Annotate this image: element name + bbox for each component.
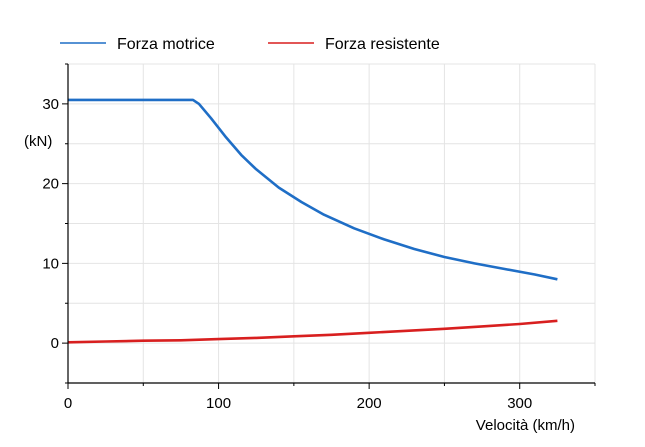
y-axis-title: (kN) [24, 133, 52, 150]
series-line-1 [68, 98, 558, 281]
legend-label-1: Forza motrice [117, 36, 215, 53]
y-tick-label: 0 [51, 335, 59, 352]
y-tick-label: 30 [42, 96, 59, 113]
legend: Forza motrice Forza resistente [60, 36, 440, 53]
legend-label-2: Forza resistente [325, 36, 440, 53]
x-tick-label: 100 [206, 395, 231, 412]
x-tick-label: 200 [357, 395, 382, 412]
grid [67, 63, 596, 384]
y-tick-label: 20 [42, 176, 59, 193]
x-axis-title: Velocità (km/h) [476, 417, 575, 434]
y-tick-label: 10 [42, 255, 59, 272]
x-tick-label: 0 [64, 395, 72, 412]
series-group [67, 98, 558, 344]
series-line-2 [67, 319, 558, 344]
x-tick-label: 300 [507, 395, 532, 412]
